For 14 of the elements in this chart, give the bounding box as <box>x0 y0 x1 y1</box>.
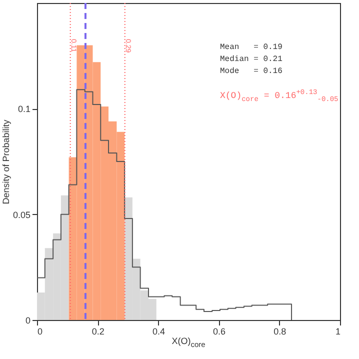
x-tick-label: 0.8 <box>274 326 286 336</box>
y-tick-label: 0.05 <box>12 210 30 220</box>
x-tick-label: 0.2 <box>92 326 104 336</box>
y-tick-label: 0.1 <box>18 104 30 114</box>
y-axis-title: Density of Probability <box>0 119 11 204</box>
annotation: Mode = 0.16 <box>220 66 284 78</box>
x-tick-label: 0.4 <box>152 326 165 336</box>
x-tick-label: 1 <box>335 326 340 336</box>
annotation: Mean = 0.19 <box>220 42 284 54</box>
x-axis-title: X(O)$_{core}$ <box>170 336 206 349</box>
x-tick-label: 0.6 <box>213 326 226 336</box>
x-tick-label: 0 <box>38 326 43 336</box>
y-tick-label: 0 <box>25 316 30 326</box>
annotation: Median = 0.21 <box>220 54 284 66</box>
